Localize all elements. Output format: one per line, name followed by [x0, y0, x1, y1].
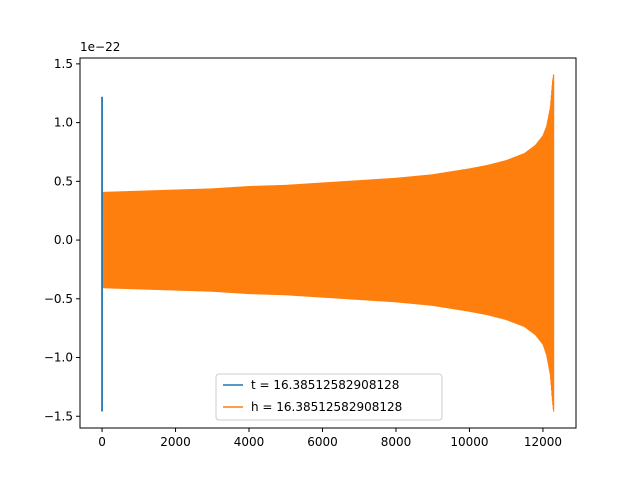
y-tick-label: 0.0	[54, 233, 73, 247]
x-axis: 0 2000 4000 6000 8000 10000 12000	[98, 428, 562, 449]
legend: t = 16.38512582908128 h = 16.38512582908…	[215, 373, 443, 421]
y-axis: −1.5 −1.0 −0.5 0.0 0.5 1.0 1.5	[44, 57, 80, 423]
x-tick-label: 12000	[524, 435, 562, 449]
y-tick-label: 1.0	[54, 116, 73, 130]
x-tick-label: 4000	[234, 435, 265, 449]
x-tick-label: 8000	[381, 435, 412, 449]
series-h-line	[101, 74, 555, 412]
y-tick-label: −0.5	[44, 292, 73, 306]
y-tick-label: −1.5	[44, 409, 73, 423]
legend-label-h: h = 16.38512582908128	[251, 400, 402, 414]
axes-frame	[79, 57, 577, 429]
legend-box	[215, 373, 443, 421]
y-tick-label: 0.5	[54, 174, 73, 188]
legend-label-t: t = 16.38512582908128	[251, 378, 399, 392]
x-tick-label: 6000	[307, 435, 338, 449]
plot-area	[101, 74, 555, 412]
x-tick-label: 0	[98, 435, 106, 449]
x-tick-label: 2000	[160, 435, 191, 449]
y-offset-text: 1e−22	[80, 40, 120, 54]
y-tick-label: −1.0	[44, 351, 73, 365]
x-tick-label: 10000	[450, 435, 488, 449]
y-tick-label: 1.5	[54, 57, 73, 71]
